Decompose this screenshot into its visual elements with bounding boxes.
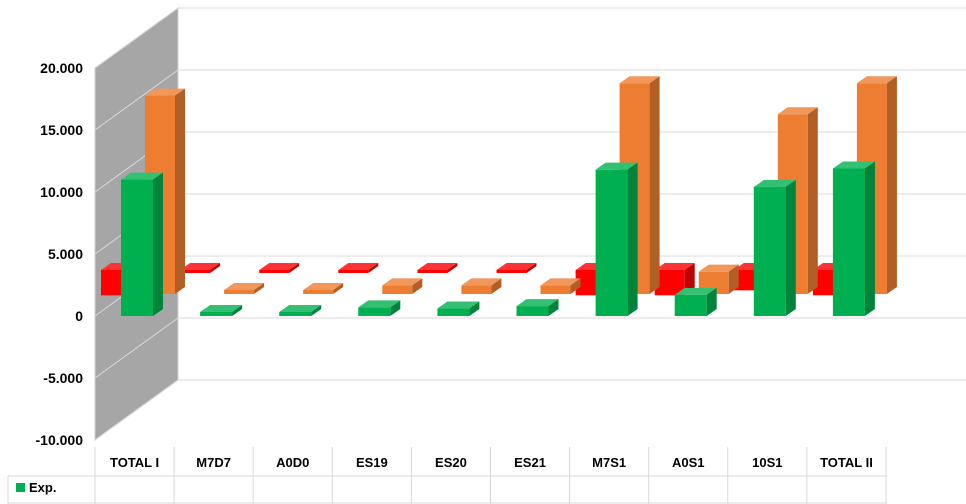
bar-exp-es21	[516, 299, 559, 316]
y-tick-label: -10.000	[36, 432, 84, 448]
y-tick-label: 0	[75, 308, 83, 324]
bar-exp-10s1	[753, 180, 796, 316]
x-tick-label: 10S1	[752, 455, 782, 470]
legend-swatch	[16, 483, 25, 492]
x-tick-label: TOTAL II	[820, 455, 873, 470]
bar-series3-a0d0	[259, 263, 300, 273]
bar-exp-es20	[437, 301, 480, 316]
bar-series3-es21	[496, 263, 537, 273]
bar-series2-es21	[540, 278, 581, 294]
bar-exp-m7d7	[200, 305, 243, 316]
legend: Exp.	[16, 480, 56, 495]
gridline	[94, 7, 966, 69]
bar-exp-total-ii	[832, 161, 875, 316]
x-tick-label: ES20	[435, 455, 467, 470]
data-table	[7, 447, 887, 504]
y-tick-label: 20.000	[40, 60, 83, 76]
y-tick-label: 15.000	[40, 122, 83, 138]
x-tick-label: A0D0	[276, 455, 309, 470]
bars	[101, 76, 897, 316]
bar-series3-es20	[417, 263, 458, 273]
bar-series2-a0d0	[303, 283, 344, 294]
legend-label: Exp.	[29, 480, 56, 495]
x-tick-label: M7S1	[592, 455, 626, 470]
bar-series2-es20	[461, 278, 502, 294]
y-axis-ticks: 20.000 15.000 10.000 5.000 0 -5.000 -10.000	[36, 60, 84, 448]
bar-series3-es19	[338, 263, 379, 273]
x-tick-label: A0S1	[672, 455, 705, 470]
y-tick-label: 5.000	[48, 246, 83, 262]
bar-exp-es19	[358, 300, 401, 316]
bar-series3-a0s1	[654, 263, 695, 296]
bar-series3-m7d7	[180, 263, 221, 273]
gridline	[94, 69, 966, 131]
bar-series2-m7d7	[224, 283, 265, 294]
y-tick-label: 10.000	[40, 184, 83, 200]
x-tick-label: M7D7	[196, 455, 231, 470]
bar-exp-a0s1	[674, 287, 717, 316]
bar-series2-es19	[382, 278, 423, 294]
x-tick-label: ES19	[356, 455, 388, 470]
x-tick-label: ES21	[514, 455, 546, 470]
x-tick-label: TOTAL I	[110, 455, 159, 470]
category-labels: TOTAL I M7D7 A0D0 ES19 ES20 ES21 M7S1 A0S1 10S1 T…	[110, 455, 873, 470]
bar-exp-total-i	[121, 172, 163, 316]
gridline	[94, 379, 966, 441]
gridline	[94, 317, 966, 379]
bar-exp-m7s1	[595, 162, 638, 316]
y-tick-label: -5.000	[43, 370, 83, 386]
bar-exp-a0d0	[279, 305, 322, 316]
